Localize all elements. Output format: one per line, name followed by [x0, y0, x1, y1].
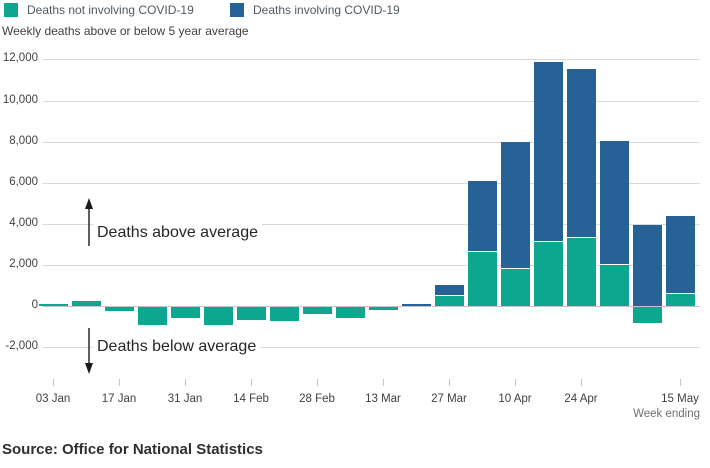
legend-item-covid: Deaths involving COVID-19: [230, 3, 400, 17]
bar-noncovid-24-Apr: [567, 238, 596, 306]
bar-noncovid-27-Mar: [435, 296, 464, 306]
bar-covid-15-May: [666, 215, 695, 295]
x-tick-mark: [317, 379, 318, 386]
x-tick-mark: [119, 379, 120, 386]
deaths-above-average-annotation: Deaths above average: [93, 224, 262, 242]
x-tick-label: 24 Apr: [564, 393, 598, 405]
up-arrow-icon: [85, 198, 93, 246]
x-tick-mark: [680, 379, 681, 386]
y-tick-label: 8,000: [9, 135, 38, 147]
gridline-2000: [43, 265, 700, 266]
bar-covid-27-Mar: [435, 285, 464, 297]
bar-covid-10-Apr: [501, 141, 530, 270]
x-tick-label: 15 May: [661, 393, 699, 405]
bar-noncovid-03-Apr: [468, 252, 497, 306]
x-tick-label: 27 Mar: [431, 393, 467, 405]
bar-noncovid-08-May: [633, 306, 662, 324]
x-tick-mark: [449, 379, 450, 386]
bar-noncovid-21-Feb: [270, 306, 299, 321]
bar-noncovid-31-Jan: [171, 306, 200, 319]
bar-noncovid-03-Jan: [39, 304, 68, 306]
bar-noncovid-06-Mar: [336, 306, 365, 319]
gridline-4000: [43, 224, 700, 225]
x-tick-label: 17 Jan: [101, 393, 137, 405]
x-tick-mark: [515, 379, 516, 386]
legend-item-noncovid: Deaths not involving COVID-19: [4, 3, 194, 17]
gridline-12000: [43, 59, 700, 60]
legend-label-covid: Deaths involving COVID-19: [253, 3, 400, 17]
bar-noncovid-14-Feb: [237, 306, 266, 321]
x-tick-mark: [185, 379, 186, 386]
bar-noncovid-10-Apr: [501, 269, 530, 306]
x-tick-label: 03 Jan: [35, 393, 71, 405]
x-tick-mark: [581, 379, 582, 386]
y-tick-label: 6,000: [9, 176, 38, 188]
deaths-below-average-annotation: Deaths below average: [93, 338, 261, 356]
x-axis-title: Week ending: [633, 408, 700, 420]
x-tick-label: 10 Apr: [498, 393, 532, 405]
bar-noncovid-07-Feb: [204, 306, 233, 326]
x-tick-label: 31 Jan: [167, 393, 203, 405]
y-tick-label: 2,000: [9, 258, 38, 270]
source-caption: Source: Office for National Statistics: [2, 441, 263, 458]
x-tick-label: 28 Feb: [299, 393, 335, 405]
gridline--2000: [43, 347, 700, 348]
y-tick-label: -2,000: [5, 340, 38, 352]
bar-covid-17-Apr: [534, 62, 563, 243]
bar-covid-03-Apr: [468, 181, 497, 253]
gridline-6000: [43, 183, 700, 184]
gridline-10000: [43, 101, 700, 102]
bar-noncovid-24-Jan: [138, 306, 167, 325]
bar-noncovid-17-Jan: [105, 306, 134, 311]
bar-noncovid-17-Apr: [534, 242, 563, 306]
zero-line: [43, 306, 700, 307]
bar-noncovid-28-Feb: [303, 306, 332, 314]
x-tick-label: 13 Mar: [365, 393, 401, 405]
bar-noncovid-10-Jan: [72, 301, 101, 306]
legend-swatch-covid-icon: [230, 3, 244, 17]
bar-covid-20-Mar: [402, 303, 431, 306]
gridline-8000: [43, 142, 700, 143]
y-tick-label: 4,000: [9, 217, 38, 229]
y-tick-label: 0: [31, 299, 38, 311]
legend-swatch-noncovid-icon: [4, 3, 18, 17]
chart-subtitle: Weekly deaths above or below 5 year aver…: [2, 24, 249, 38]
bar-noncovid-13-Mar: [369, 306, 398, 310]
legend-label-noncovid: Deaths not involving COVID-19: [27, 3, 194, 17]
y-tick-label: 12,000: [2, 52, 38, 64]
bar-noncovid-01-May: [600, 265, 629, 306]
bar-noncovid-15-May: [666, 294, 695, 306]
down-arrow-icon: [85, 328, 93, 374]
bar-covid-08-May: [633, 225, 662, 306]
bar-covid-24-Apr: [567, 68, 596, 239]
x-tick-label: 14 Feb: [233, 393, 269, 405]
bar-covid-01-May: [600, 141, 629, 266]
x-tick-mark: [251, 379, 252, 386]
x-tick-mark: [53, 379, 54, 386]
y-tick-label: 10,000: [2, 94, 38, 106]
x-tick-mark: [383, 379, 384, 386]
